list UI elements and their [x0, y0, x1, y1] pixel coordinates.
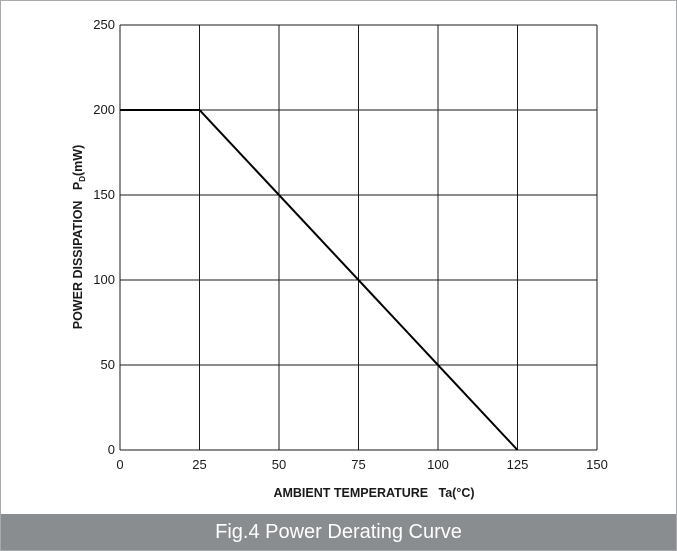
y-tick-label: 250 [93, 17, 115, 32]
y-tick-label: 100 [93, 272, 115, 287]
y-axis-title-unit: (mW) [71, 145, 85, 176]
y-axis-title: POWER DISSIPATION PD(mW) [71, 145, 87, 330]
y-axis-title-subscript: D [78, 176, 87, 182]
x-tick-label: 25 [192, 457, 206, 472]
y-axis-title-main: POWER DISSIPATION P [71, 182, 85, 329]
y-tick-label: 50 [101, 357, 115, 372]
x-tick-label: 100 [427, 457, 449, 472]
x-tick-label: 150 [586, 457, 608, 472]
y-tick-label: 150 [93, 187, 115, 202]
x-tick-label: 0 [116, 457, 123, 472]
power-derating-chart: 0 50 100 150 200 250 0 25 50 75 100 125 150 AMBIENT… [71, 17, 608, 500]
y-tick-labels: 0 50 100 150 200 250 [93, 17, 115, 457]
x-tick-label: 75 [351, 457, 365, 472]
y-tick-label: 0 [108, 442, 115, 457]
x-tick-label: 50 [272, 457, 286, 472]
y-tick-label: 200 [93, 102, 115, 117]
figure-caption: Fig.4 Power Derating Curve [215, 520, 462, 543]
grid [119, 24, 598, 451]
x-axis-title: AMBIENT TEMPERATURE Ta(°C) [273, 486, 474, 500]
figure-caption-bar: Fig.4 Power Derating Curve [1, 514, 676, 550]
x-tick-labels: 0 25 50 75 100 125 150 [116, 457, 607, 472]
x-tick-label: 125 [507, 457, 529, 472]
derating-curve-line [120, 109, 519, 451]
